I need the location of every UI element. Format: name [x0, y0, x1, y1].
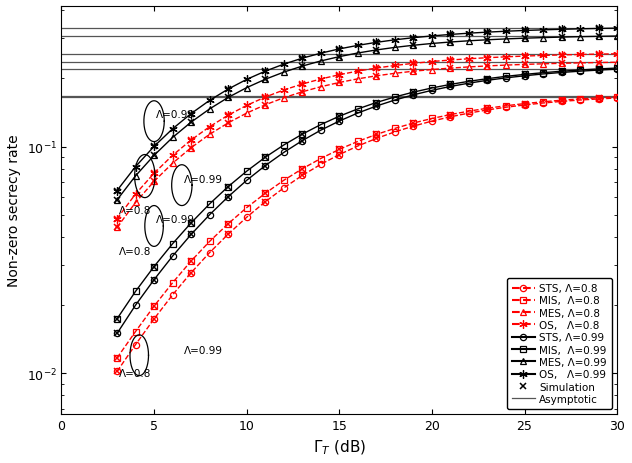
Text: Λ=0.8: Λ=0.8: [119, 246, 151, 257]
Text: Λ=0.8: Λ=0.8: [119, 369, 151, 379]
Text: Λ=0.99: Λ=0.99: [184, 345, 222, 355]
X-axis label: $\Gamma_T$ (dB): $\Gamma_T$ (dB): [313, 438, 366, 456]
Text: Λ=0.99: Λ=0.99: [156, 215, 195, 225]
Text: Λ=0.99: Λ=0.99: [156, 109, 195, 119]
Y-axis label: Non-zero secrecy rate: Non-zero secrecy rate: [7, 134, 21, 287]
Text: Λ=0.8: Λ=0.8: [119, 206, 151, 216]
Text: Λ=0.99: Λ=0.99: [184, 175, 222, 185]
Legend: STS, Λ=0.8, MIS,  Λ=0.8, MES, Λ=0.8, OS,   Λ=0.8, STS, Λ=0.99, MIS,  Λ=0.99, MES: STS, Λ=0.8, MIS, Λ=0.8, MES, Λ=0.8, OS, …: [507, 278, 612, 409]
